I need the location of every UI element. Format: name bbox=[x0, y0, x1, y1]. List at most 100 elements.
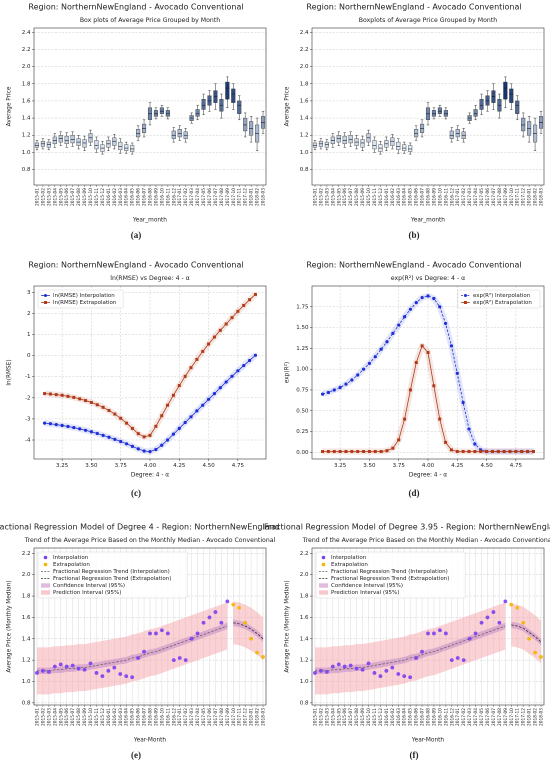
box bbox=[342, 135, 347, 145]
x-tick-label: 2016-02 bbox=[390, 708, 396, 726]
x-tick-label: 2015-07 bbox=[348, 708, 354, 726]
x-tick-label: 2015-01 bbox=[312, 188, 318, 206]
marker bbox=[361, 367, 366, 371]
box bbox=[443, 110, 448, 117]
marker bbox=[89, 400, 93, 404]
marker bbox=[42, 421, 47, 425]
marker bbox=[438, 305, 442, 309]
x-tick-label: 2016-12 bbox=[171, 188, 177, 206]
x-tick-label: 2017-09 bbox=[503, 188, 509, 206]
marker bbox=[177, 384, 181, 388]
marker bbox=[95, 403, 99, 407]
point bbox=[437, 628, 442, 633]
plot-frame bbox=[33, 27, 267, 186]
point bbox=[41, 668, 45, 673]
x-axis-label: Year_month bbox=[410, 218, 445, 224]
marker bbox=[350, 378, 354, 382]
legend-swatch bbox=[43, 555, 48, 560]
marker bbox=[95, 431, 99, 436]
box bbox=[312, 142, 318, 148]
marker bbox=[66, 424, 70, 429]
x-tick-label: 3.25 bbox=[56, 463, 69, 469]
y-tick-label: 0 bbox=[27, 353, 31, 359]
y-tick-label: 3 bbox=[27, 290, 31, 296]
y-tick-label: 1.4 bbox=[22, 636, 31, 642]
marker bbox=[385, 340, 389, 344]
x-tick-label: 2015-03 bbox=[46, 708, 52, 726]
marker bbox=[414, 301, 418, 305]
marker bbox=[101, 433, 105, 437]
x-tick-label: 2016-01 bbox=[106, 708, 112, 726]
x-tick-label: 2016-11 bbox=[443, 188, 449, 206]
x-tick-label: 2016-07 bbox=[142, 188, 148, 206]
legend-label: Fractional Regression Trend (Interpolati… bbox=[53, 569, 170, 575]
y-tick-label: 0.8 bbox=[300, 700, 309, 706]
marker bbox=[379, 347, 383, 351]
marker bbox=[490, 450, 494, 454]
x-tick-label: 2018-01 bbox=[249, 188, 255, 206]
chart-title: Region: NorthernNewEngland - Avocado Con… bbox=[28, 3, 243, 12]
point bbox=[237, 605, 242, 610]
box bbox=[201, 99, 206, 110]
marker bbox=[414, 361, 418, 365]
point bbox=[485, 615, 490, 620]
chart-title: Region: NorthernNewEngland - Avocado Con… bbox=[306, 261, 521, 270]
x-tick-label: 2015-12 bbox=[378, 708, 384, 726]
y-tick-label: 0.25 bbox=[296, 429, 309, 435]
marker bbox=[125, 421, 129, 425]
point bbox=[366, 661, 371, 666]
legend-swatch bbox=[319, 590, 328, 595]
marker bbox=[508, 450, 512, 454]
x-tick-label: 2016-12 bbox=[449, 188, 455, 206]
x-tick-label: 2016-05 bbox=[408, 188, 414, 206]
trend-line bbox=[511, 624, 542, 643]
caption: (e) bbox=[131, 750, 141, 760]
legend-swatch bbox=[41, 590, 50, 595]
x-tick-label: 2015-07 bbox=[70, 188, 76, 206]
x-tick-label: 2015-04 bbox=[330, 188, 336, 206]
marker bbox=[420, 296, 424, 300]
point bbox=[533, 650, 537, 655]
marker bbox=[485, 450, 489, 454]
point bbox=[136, 656, 141, 660]
x-tick-label: 2016-06 bbox=[414, 708, 420, 726]
marker bbox=[438, 417, 442, 421]
x-tick-label: 2016-07 bbox=[420, 188, 426, 206]
point bbox=[64, 664, 69, 669]
box bbox=[82, 139, 87, 148]
marker bbox=[206, 397, 211, 401]
trend-line bbox=[314, 625, 506, 672]
point bbox=[70, 663, 75, 668]
point bbox=[189, 636, 194, 641]
y-axis-label: Average Price bbox=[285, 86, 291, 126]
x-tick-label: 2017-11 bbox=[237, 708, 243, 726]
y-axis-label: ln(RMSE) bbox=[7, 359, 13, 385]
marker bbox=[402, 315, 407, 319]
x-tick-label: 2015-12 bbox=[100, 188, 106, 206]
x-tick-label: 2018-02 bbox=[533, 188, 539, 206]
point bbox=[159, 628, 164, 633]
y-tick-label: 1.8 bbox=[22, 594, 31, 600]
x-tick-label: 2017-02 bbox=[461, 188, 467, 206]
x-tick-label: 2015-01 bbox=[312, 708, 318, 726]
x-tick-label: 2017-01 bbox=[455, 188, 461, 206]
chart-title: Fractional Regression Model of Degree 4 … bbox=[0, 523, 280, 532]
point bbox=[420, 649, 424, 654]
marker bbox=[242, 303, 246, 307]
x-tick-label: 2015-02 bbox=[318, 708, 324, 726]
x-tick-label: 2018-03 bbox=[261, 188, 267, 206]
marker bbox=[160, 414, 164, 418]
marker bbox=[148, 450, 152, 454]
point bbox=[225, 599, 230, 604]
chart-subtitle: exp(R²) vs Degree: 4 - α bbox=[391, 275, 465, 282]
point bbox=[165, 631, 170, 636]
marker bbox=[356, 373, 360, 377]
x-tick-label: 2016-02 bbox=[112, 708, 118, 726]
marker bbox=[119, 416, 123, 420]
legend-swatch bbox=[319, 583, 328, 588]
x-tick-label: 2016-01 bbox=[384, 708, 390, 726]
box bbox=[70, 135, 75, 144]
point bbox=[46, 669, 51, 674]
box bbox=[64, 135, 69, 145]
